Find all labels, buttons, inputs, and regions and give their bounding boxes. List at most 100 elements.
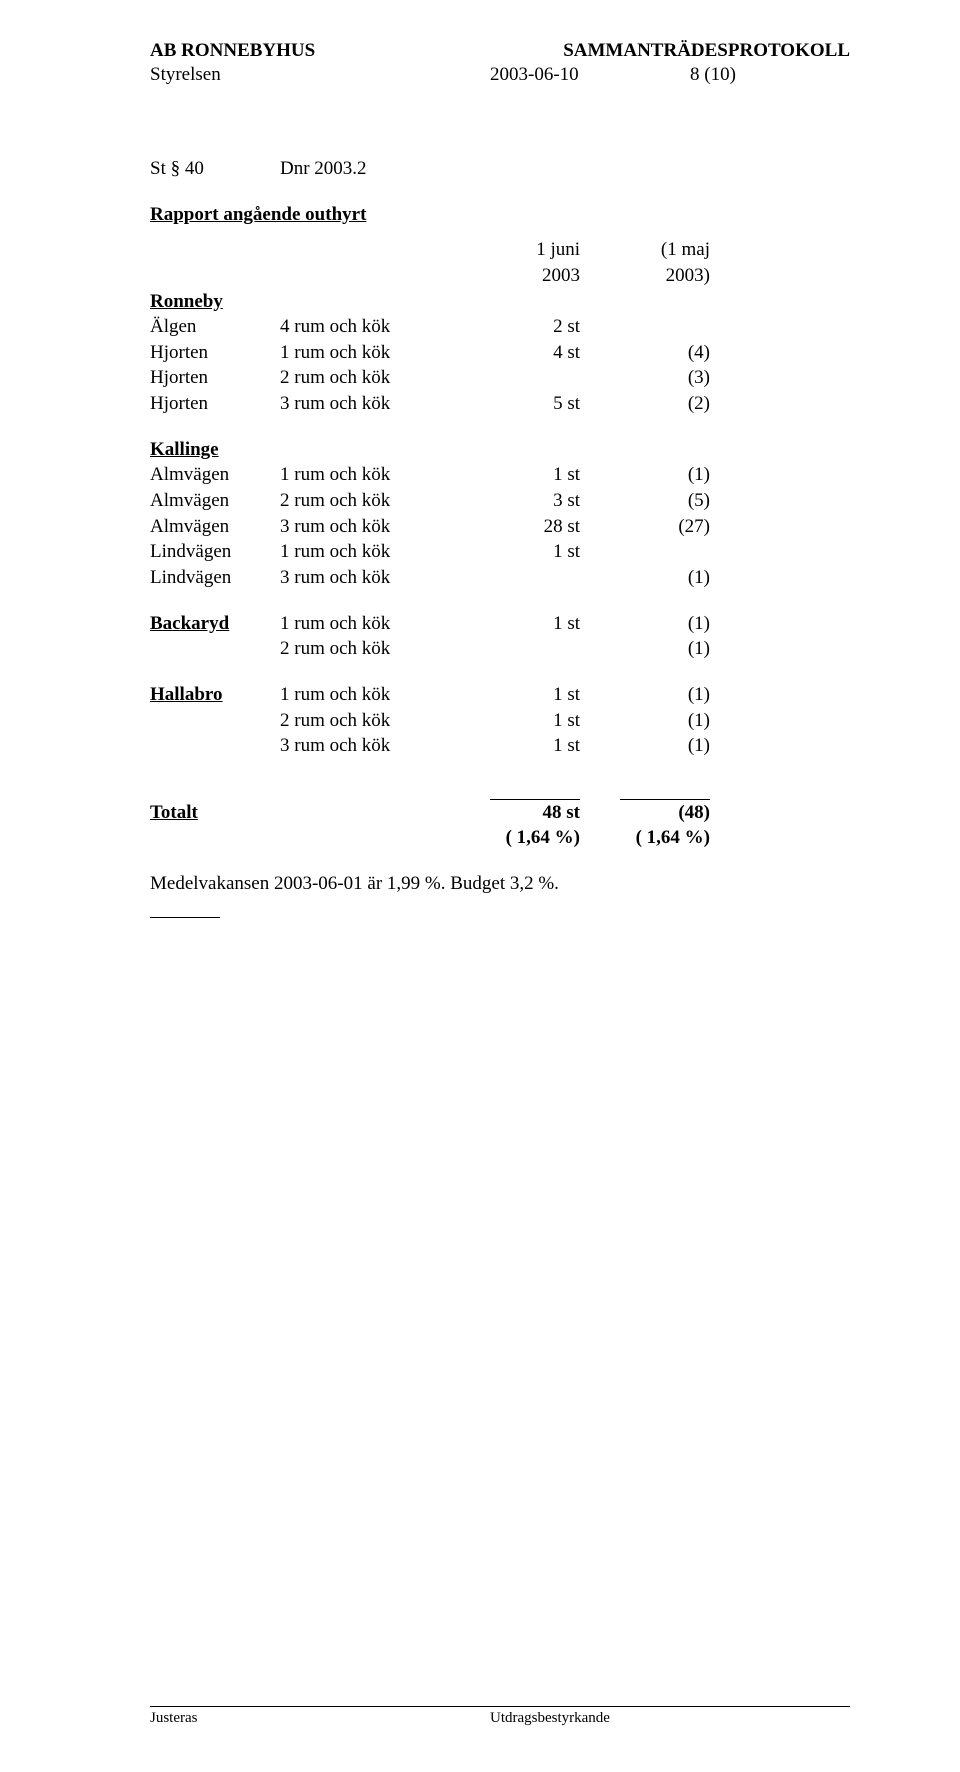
row-label: Hjorten <box>150 365 280 391</box>
footer-right: Utdragsbestyrkande <box>490 1710 610 1727</box>
report-title-row: Rapport angående outhyrt <box>150 202 850 228</box>
row-note: (3) <box>580 365 710 391</box>
row-val <box>480 365 580 391</box>
table-row: Lindvägen 1 rum och kök 1 st <box>150 539 850 565</box>
report-title: Rapport angående outhyrt <box>150 202 366 228</box>
row-label: Almvägen <box>150 514 280 540</box>
dnr: Dnr 2003.2 <box>280 156 480 182</box>
table-row: Älgen 4 rum och kök 2 st <box>150 314 850 340</box>
row-desc: 1 rum och kök <box>280 682 480 708</box>
row-desc: 1 rum och kök <box>280 340 480 366</box>
signature-line <box>150 917 220 918</box>
totals-val: 48 st <box>480 800 580 826</box>
row-val: 1 st <box>480 733 580 759</box>
row-val: 1 st <box>480 708 580 734</box>
table-row: 3 rum och kök 1 st (1) <box>150 733 850 759</box>
table-row: 2 rum och kök 1 st (1) <box>150 708 850 734</box>
table-row: Almvägen 3 rum och kök 28 st (27) <box>150 514 850 540</box>
org-name: AB RONNEBYHUS <box>150 40 315 62</box>
colhead-note-2: 2003) <box>580 263 710 289</box>
st-number: St § 40 <box>150 156 280 182</box>
row-note: (1) <box>580 682 710 708</box>
row-note: (1) <box>580 708 710 734</box>
row-val: 2 st <box>480 314 580 340</box>
row-desc: 1 rum och kök <box>280 462 480 488</box>
row-desc: 2 rum och kök <box>280 488 480 514</box>
group-name: Ronneby <box>150 289 223 315</box>
row-val: 1 st <box>480 462 580 488</box>
row-val: 4 st <box>480 340 580 366</box>
row-val: 1 st <box>480 539 580 565</box>
row-desc: 2 rum och kök <box>280 708 480 734</box>
footer-left: Justeras <box>150 1710 490 1727</box>
row-desc: 2 rum och kök <box>280 365 480 391</box>
row-desc: 3 rum och kök <box>280 733 480 759</box>
header-row-1: AB RONNEBYHUS SAMMANTRÄDESPROTOKOLL <box>150 40 850 62</box>
table-row: Almvägen 2 rum och kök 3 st (5) <box>150 488 850 514</box>
row-desc: 3 rum och kök <box>280 514 480 540</box>
row-val: 28 st <box>480 514 580 540</box>
row-label: Almvägen <box>150 462 280 488</box>
row-note: (1) <box>580 733 710 759</box>
row-note: (4) <box>580 340 710 366</box>
totals-note: (48) <box>580 800 710 826</box>
row-val: 5 st <box>480 391 580 417</box>
colhead-val: 1 juni <box>480 237 580 263</box>
footnote-row: Medelvakansen 2003-06-01 är 1,99 %. Budg… <box>150 871 850 897</box>
row-note: (1) <box>580 611 710 637</box>
row-val: 1 st <box>480 611 580 637</box>
row-label: Lindvägen <box>150 539 280 565</box>
group-name: Hallabro <box>150 682 280 708</box>
table-row: 2 rum och kök (1) <box>150 636 850 662</box>
row-label: Hjorten <box>150 340 280 366</box>
row-val: 3 st <box>480 488 580 514</box>
row-desc: 1 rum och kök <box>280 539 480 565</box>
colhead-note: (1 maj <box>580 237 710 263</box>
row-label: Lindvägen <box>150 565 280 591</box>
group-heading-hallabro: Hallabro 1 rum och kök 1 st (1) <box>150 682 850 708</box>
row-val: 1 st <box>480 682 580 708</box>
doc-type: SAMMANTRÄDESPROTOKOLL <box>563 40 850 62</box>
row-val <box>480 636 580 662</box>
row-desc: 1 rum och kök <box>280 611 480 637</box>
totals-pct-row: ( 1,64 %) ( 1,64 %) <box>150 825 850 851</box>
row-label: Hjorten <box>150 391 280 417</box>
page: AB RONNEBYHUS SAMMANTRÄDESPROTOKOLL Styr… <box>0 0 960 1772</box>
section-heading-row: St § 40 Dnr 2003.2 <box>150 156 850 182</box>
page-number: 8 (10) <box>690 64 736 86</box>
row-note: (1) <box>580 565 710 591</box>
header-row-2: Styrelsen 2003-06-10 8 (10) <box>150 64 850 86</box>
table-row: Hjorten 2 rum och kök (3) <box>150 365 850 391</box>
row-desc: 4 rum och kök <box>280 314 480 340</box>
row-desc: 2 rum och kök <box>280 636 480 662</box>
colhead-val-2: 2003 <box>480 263 580 289</box>
totals-pct-note: ( 1,64 %) <box>580 825 710 851</box>
group-name: Backaryd <box>150 611 280 637</box>
row-note: (1) <box>580 636 710 662</box>
row-note: (5) <box>580 488 710 514</box>
row-label: Älgen <box>150 314 280 340</box>
row-val <box>480 565 580 591</box>
row-desc: 3 rum och kök <box>280 391 480 417</box>
row-note: (1) <box>580 462 710 488</box>
group-heading-backaryd: Backaryd 1 rum och kök 1 st (1) <box>150 611 850 637</box>
column-headers-2: 2003 2003) <box>150 263 850 289</box>
group-heading-kallinge: Kallinge <box>150 437 850 463</box>
totals-label: Totalt <box>150 800 280 826</box>
table-row: Hjorten 3 rum och kök 5 st (2) <box>150 391 850 417</box>
footer-rule <box>150 1706 850 1707</box>
row-label: Almvägen <box>150 488 280 514</box>
row-note <box>580 539 710 565</box>
row-note: (27) <box>580 514 710 540</box>
totals-pct-val: ( 1,64 %) <box>480 825 580 851</box>
table-row: Hjorten 1 rum och kök 4 st (4) <box>150 340 850 366</box>
footnote: Medelvakansen 2003-06-01 är 1,99 %. Budg… <box>150 871 559 897</box>
column-headers-1: 1 juni (1 maj <box>150 237 850 263</box>
table-row: Lindvägen 3 rum och kök (1) <box>150 565 850 591</box>
meeting-date: 2003-06-10 <box>490 64 690 86</box>
row-desc: 3 rum och kök <box>280 565 480 591</box>
table-row: Almvägen 1 rum och kök 1 st (1) <box>150 462 850 488</box>
group-name: Kallinge <box>150 437 219 463</box>
board-name: Styrelsen <box>150 64 490 86</box>
group-heading-ronneby: Ronneby <box>150 289 850 315</box>
